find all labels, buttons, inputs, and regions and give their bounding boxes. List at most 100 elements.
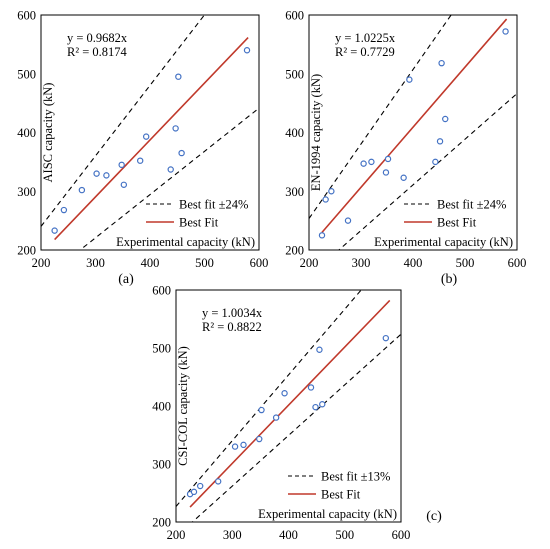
x-tick-label: 400 bbox=[279, 528, 298, 542]
x-tick-label: 500 bbox=[456, 256, 475, 270]
x-tick-label: 200 bbox=[32, 256, 51, 270]
x-axis-label: Experimental capacity (kN) bbox=[116, 235, 255, 249]
fit-lines bbox=[176, 290, 401, 522]
y-tick-label: 200 bbox=[285, 244, 304, 258]
legend-band-label: Best fit ±24% bbox=[437, 198, 506, 212]
x-tick-label: 600 bbox=[392, 528, 411, 542]
plot-frame bbox=[308, 14, 518, 251]
data-point bbox=[432, 158, 439, 166]
fit-equation: y = 1.0034x bbox=[202, 306, 263, 320]
chart-panel-a: 200 300 400 500 600 200 300 400 500 600 AISC capac… bbox=[17, 9, 269, 288]
data-point bbox=[328, 188, 335, 195]
y-tick-label: 200 bbox=[152, 516, 171, 530]
x-tick-label: 200 bbox=[167, 528, 186, 542]
fit-equation: y = 1.0225x bbox=[335, 31, 396, 45]
data-point bbox=[322, 196, 329, 203]
x-axis-label: Experimental capacity (kN) bbox=[258, 507, 397, 521]
chart-panel-c: 200 300 400 500 600 200 300 400 500 600 CSI-COL ca… bbox=[152, 284, 442, 543]
legend-band-label: Best fit ±13% bbox=[321, 470, 390, 484]
x-tick-label: 500 bbox=[195, 256, 214, 270]
x-tick-label: 300 bbox=[223, 528, 242, 542]
upper-band-line bbox=[176, 290, 362, 507]
data-point bbox=[360, 160, 367, 167]
data-point bbox=[231, 443, 239, 450]
data-point bbox=[436, 138, 444, 145]
y-axis-label: AISC capacity (kN) bbox=[41, 83, 55, 183]
legend-fit-label: Best Fit bbox=[179, 216, 219, 230]
x-tick-label: 400 bbox=[141, 256, 160, 270]
lower-band-line bbox=[191, 333, 401, 522]
legend-fit-label: Best Fit bbox=[437, 216, 477, 230]
data-point bbox=[312, 403, 319, 411]
fit-equation: y = 0.9682x bbox=[67, 31, 128, 45]
y-tick-label: 400 bbox=[17, 126, 36, 140]
data-point bbox=[256, 435, 263, 443]
plot-frame bbox=[175, 289, 402, 523]
data-point bbox=[167, 166, 174, 173]
fit-lines bbox=[41, 15, 259, 250]
lower-band-line bbox=[337, 93, 517, 250]
data-point bbox=[178, 149, 185, 157]
lower-band-line bbox=[79, 107, 259, 250]
y-tick-label: 300 bbox=[17, 185, 36, 199]
best-fit-line bbox=[189, 299, 391, 508]
data-point bbox=[307, 384, 315, 391]
data-point bbox=[319, 401, 326, 408]
data-point bbox=[118, 161, 125, 169]
panel-label: (b) bbox=[441, 272, 458, 287]
x-tick-label: 200 bbox=[300, 256, 319, 270]
y-tick-label: 200 bbox=[17, 244, 36, 258]
data-point bbox=[93, 170, 100, 177]
data-point bbox=[172, 125, 179, 132]
data-point bbox=[438, 59, 445, 67]
fit-r-squared: R² = 0.8174 bbox=[67, 45, 128, 59]
data-point bbox=[318, 232, 326, 239]
data-point bbox=[243, 47, 251, 54]
data-point bbox=[78, 186, 86, 194]
x-tick-label: 600 bbox=[508, 256, 527, 270]
data-point bbox=[136, 157, 144, 164]
x-tick-label: 300 bbox=[86, 256, 105, 270]
fit-r-squared: R² = 0.7729 bbox=[335, 45, 395, 59]
x-tick-label: 400 bbox=[404, 256, 423, 270]
data-point bbox=[60, 206, 68, 214]
data-point bbox=[51, 227, 58, 234]
y-tick-label: 500 bbox=[17, 67, 36, 81]
data-point bbox=[142, 133, 150, 140]
data-point bbox=[175, 73, 182, 80]
plot-frame bbox=[40, 14, 260, 251]
legend-band-label: Best fit ±24% bbox=[179, 198, 248, 212]
y-tick-label: 400 bbox=[285, 126, 304, 140]
y-tick-label: 300 bbox=[152, 458, 171, 472]
panel-label: (a) bbox=[118, 272, 134, 287]
data-point bbox=[258, 406, 265, 414]
data-point bbox=[316, 346, 323, 353]
data-point bbox=[344, 217, 352, 224]
data-point bbox=[502, 28, 509, 35]
x-tick-label: 600 bbox=[250, 256, 269, 270]
x-axis-label: Experimental capacity (kN) bbox=[374, 235, 513, 249]
data-point bbox=[384, 155, 392, 163]
data-point bbox=[196, 482, 204, 490]
data-point bbox=[190, 488, 198, 496]
data-point bbox=[382, 334, 390, 342]
y-axis-label: EN-1994 capacity (kN) bbox=[309, 74, 323, 191]
x-tick-label: 300 bbox=[352, 256, 371, 270]
y-tick-label: 500 bbox=[285, 67, 304, 81]
fit-lines bbox=[309, 15, 517, 250]
fit-r-squared: R² = 0.8822 bbox=[202, 320, 262, 334]
best-fit-line bbox=[321, 18, 508, 233]
data-point bbox=[382, 169, 390, 176]
y-tick-label: 400 bbox=[152, 400, 171, 414]
panel-label: (c) bbox=[426, 509, 442, 524]
upper-band-line bbox=[309, 15, 452, 219]
y-tick-label: 300 bbox=[285, 185, 304, 199]
y-axis-label: CSI-COL capacity (kN) bbox=[176, 346, 190, 466]
data-point bbox=[120, 181, 128, 188]
y-tick-label: 500 bbox=[152, 342, 171, 356]
best-fit-line bbox=[54, 37, 249, 241]
y-tick-label: 600 bbox=[152, 284, 171, 298]
data-point bbox=[368, 158, 375, 166]
data-point bbox=[240, 441, 247, 449]
